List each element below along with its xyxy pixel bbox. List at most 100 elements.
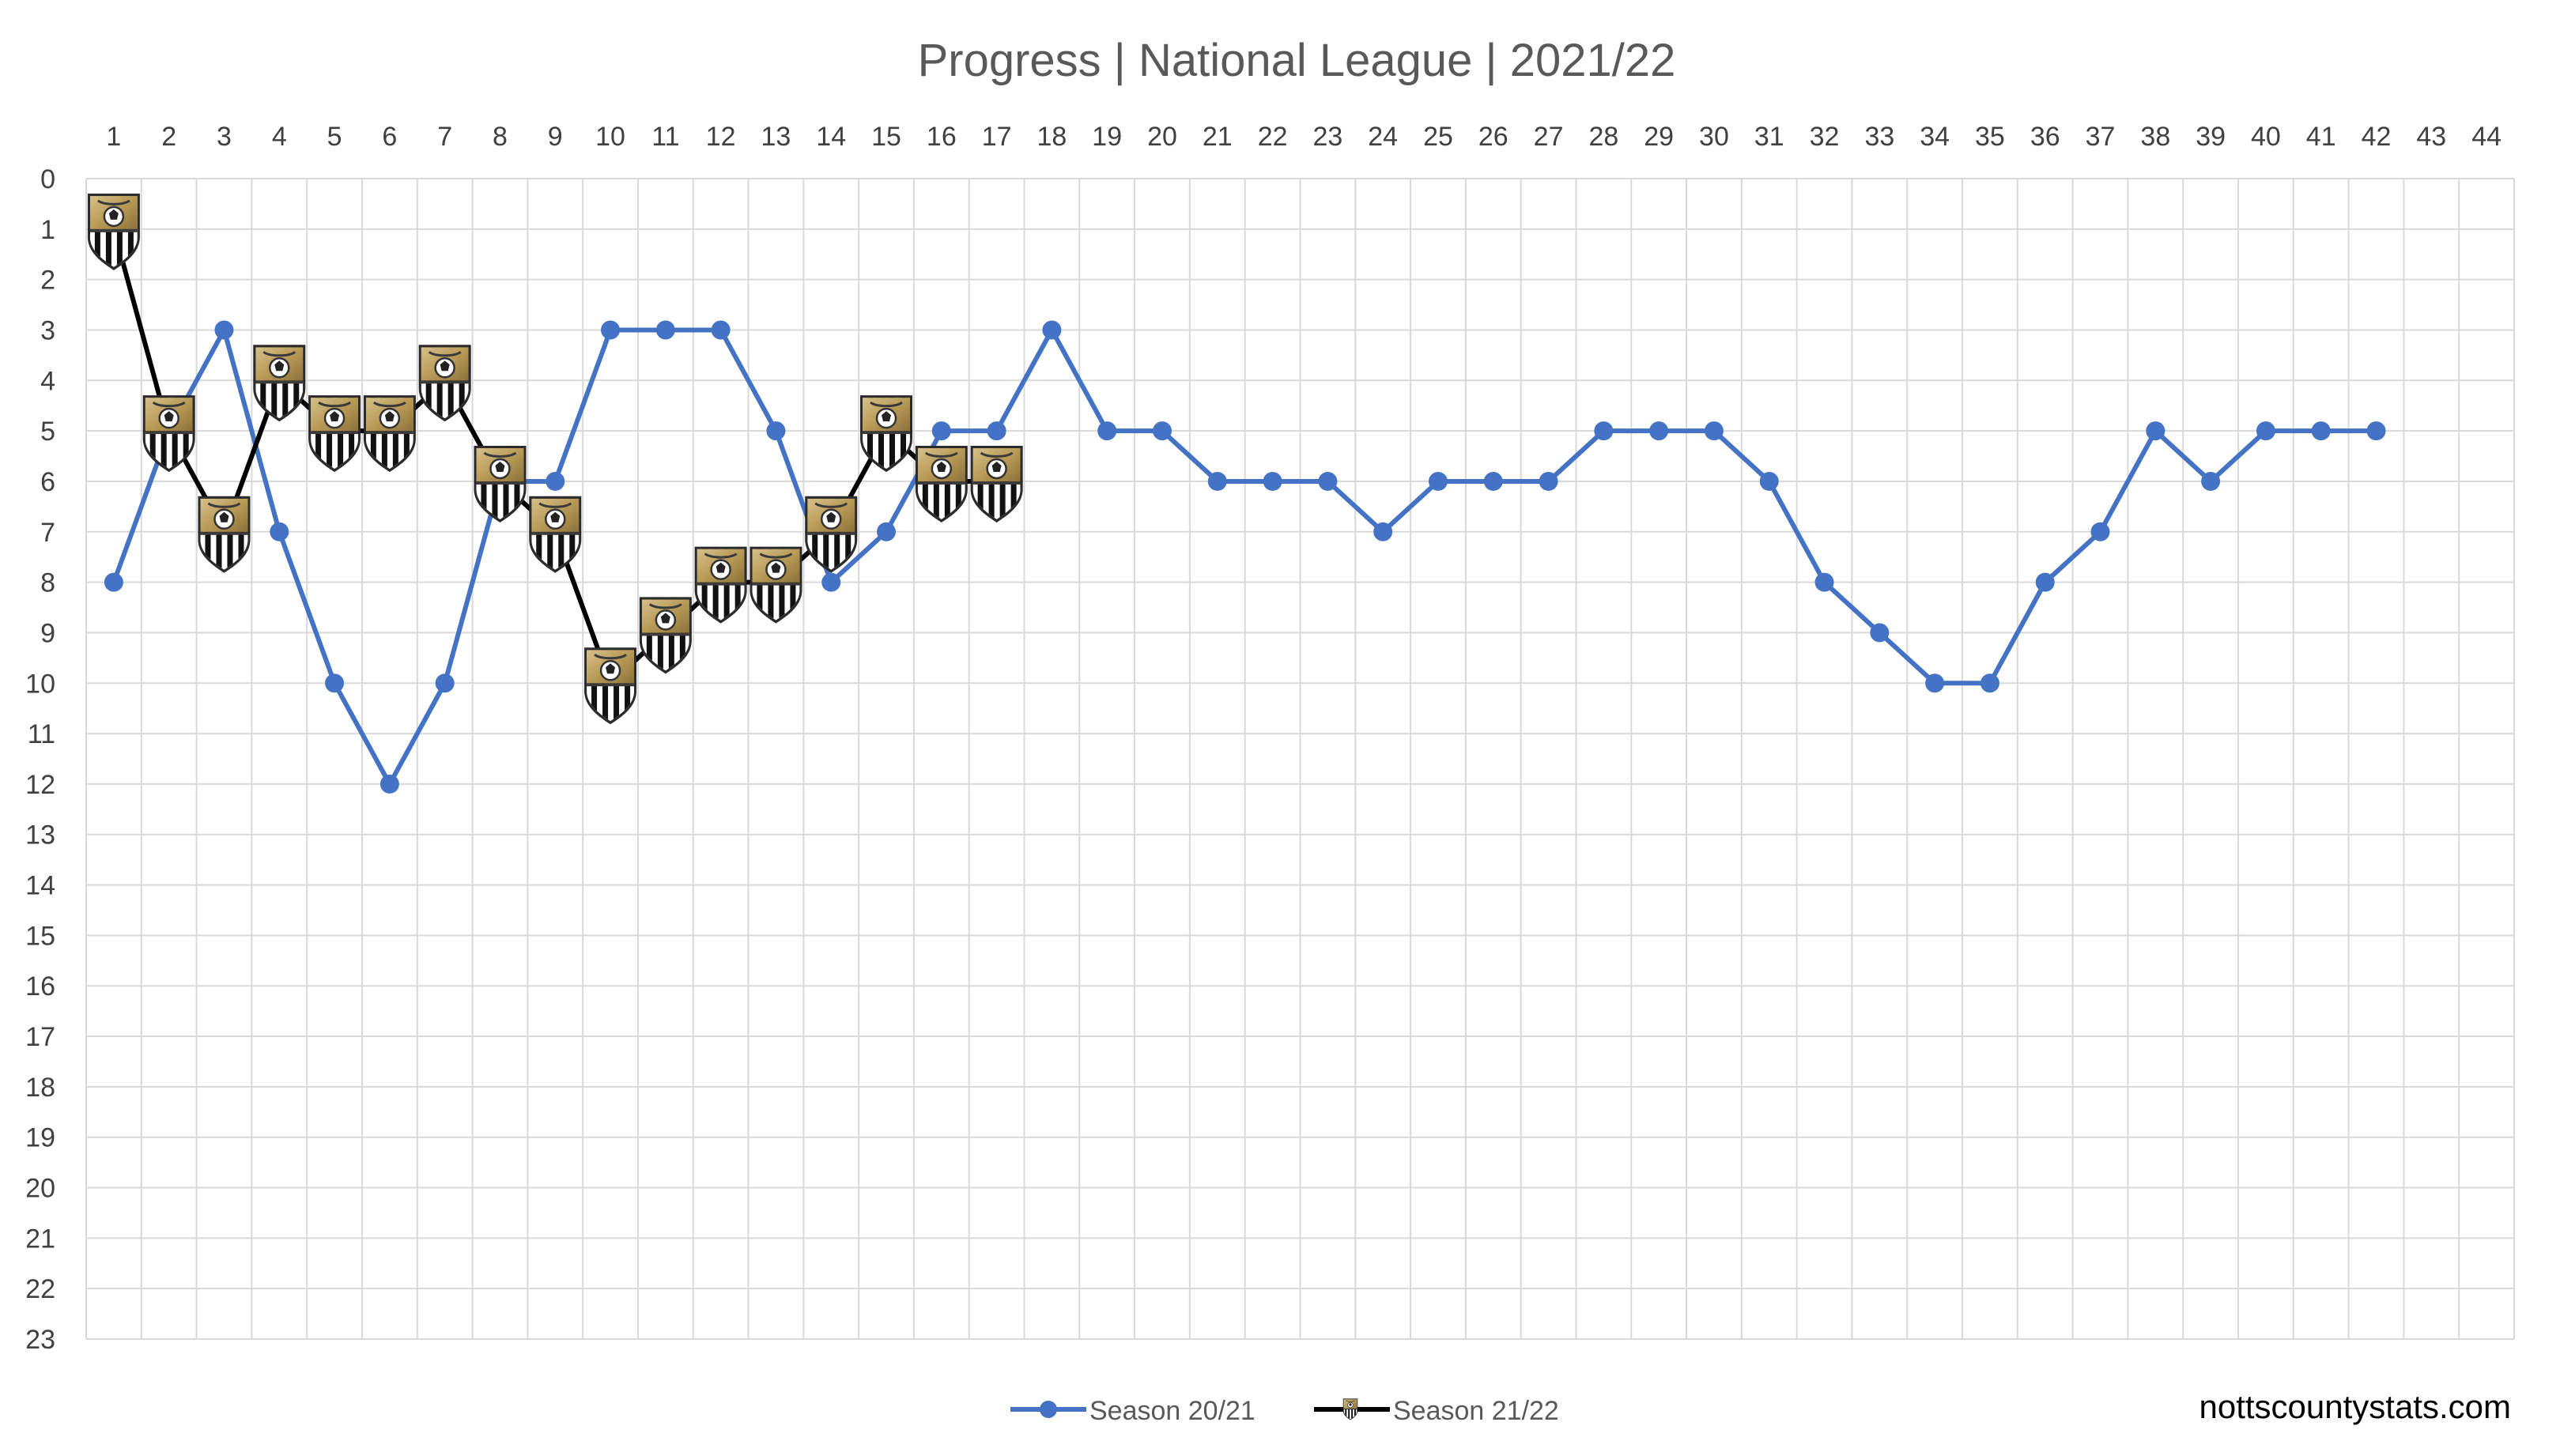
data-point [1207,471,1227,491]
data-point [1483,471,1503,491]
x-tick-label: 7 [437,122,452,152]
crest-icon [253,345,305,421]
x-tick-label: 1 [106,122,121,152]
x-tick-label: 2 [161,122,176,152]
y-tick-label: 22 [25,1274,55,1304]
crest-icon [308,395,361,472]
data-point [1594,421,1614,441]
data-label: 10 [1975,669,2005,699]
chart-title: Progress | National League | 2021/22 [918,35,1676,86]
data-point [766,421,786,441]
x-tick-label: 20 [1147,122,1177,152]
x-tick-label: 44 [2471,122,2501,152]
y-tick-label: 8 [40,568,55,598]
x-tick-label: 31 [1754,122,1784,152]
data-point [655,320,675,340]
x-tick-label: 40 [2251,122,2281,152]
x-tick-label: 19 [1092,122,1122,152]
data-point [601,320,621,340]
data-label: 3 [658,315,673,345]
data-point [1814,572,1834,592]
data-label: 5 [1596,417,1611,447]
data-label: 5 [1652,417,1667,447]
x-tick-label: 17 [982,122,1012,152]
data-label: 5 [1100,417,1115,447]
y-tick-label: 2 [40,266,55,296]
crest-icon [640,597,692,673]
data-point [1539,471,1558,491]
x-tick-label: 9 [548,122,563,152]
crest-icon [971,446,1023,522]
data-point [270,522,289,541]
data-label: 10 [319,669,349,699]
data-label: 7 [272,518,287,548]
data-point [214,320,234,340]
data-point [2201,471,2221,491]
data-label: 3 [217,315,232,345]
crest-icon [198,496,250,573]
x-tick-label: 10 [595,122,625,152]
data-point [2256,421,2275,441]
data-point [1318,471,1338,491]
data-point [1870,623,1890,643]
data-point [1042,320,1062,340]
y-tick-label: 9 [40,618,55,648]
data-point [1759,471,1779,491]
crest-icon [916,446,968,522]
series-layer: 8 5 3 7 10 12 10 6 6 3 3 3 5 8 7 5 5 3 5 5 6 6 6 7 6 6 6 5 5 5 6 8 9 10 10… [88,194,2386,794]
x-tick-label: 21 [1203,122,1233,152]
crest-icon [364,395,416,472]
data-label: 5 [1155,417,1170,447]
data-label: 5 [989,417,1004,447]
data-point [1980,673,1999,693]
x-tick-label: 35 [1975,122,2005,152]
x-tick-label: 22 [1258,122,1288,152]
legend: Season 20/21 Season 21/22 [1010,1396,1559,1426]
data-point [1649,421,1669,441]
x-tick-label: 34 [1920,122,1950,152]
legend-label-season-2021: Season 20/21 [1089,1396,1255,1426]
data-label: 5 [2369,417,2384,447]
y-tick-label: 4 [40,366,55,396]
data-label: 5 [2313,417,2328,447]
data-point [711,320,731,340]
y-tick-label: 12 [25,770,55,800]
x-tick-label: 3 [217,122,232,152]
y-tick-label: 6 [40,467,55,497]
data-label: 6 [1431,467,1446,497]
data-label: 6 [2203,467,2218,497]
data-label: 5 [2258,417,2273,447]
data-label: 8 [106,568,121,598]
legend-item-season-2021: Season 20/21 [1010,1396,1255,1426]
data-label: 10 [1920,669,1950,699]
data-label: 9 [1872,618,1887,648]
data-point [1925,673,1945,693]
data-point [2146,421,2165,441]
data-point [987,421,1006,441]
data-point [1704,421,1724,441]
data-point [1263,471,1282,491]
data-point [877,522,897,541]
crest-icon [474,446,526,522]
y-tick-label: 21 [25,1224,55,1254]
data-label: 5 [1707,417,1722,447]
y-tick-label: 15 [25,921,55,951]
data-label: 6 [1320,467,1335,497]
data-point [1097,421,1117,441]
x-tick-label: 15 [871,122,901,152]
crest-icon [88,194,140,270]
x-tick-label: 43 [2416,122,2446,152]
y-tick-label: 16 [25,971,55,1001]
data-label: 5 [2148,417,2163,447]
data-label: 6 [1486,467,1501,497]
x-tick-label: 39 [2196,122,2226,152]
y-tick-label: 19 [25,1123,55,1153]
site-credit: nottscountystats.com [2199,1388,2511,1425]
crest-icon [805,496,857,573]
x-tick-label: 18 [1037,122,1067,152]
x-tick-label: 36 [2030,122,2060,152]
data-label: 6 [1541,467,1556,497]
legend-crest-icon [1343,1398,1357,1420]
x-tick-label: 12 [706,122,736,152]
